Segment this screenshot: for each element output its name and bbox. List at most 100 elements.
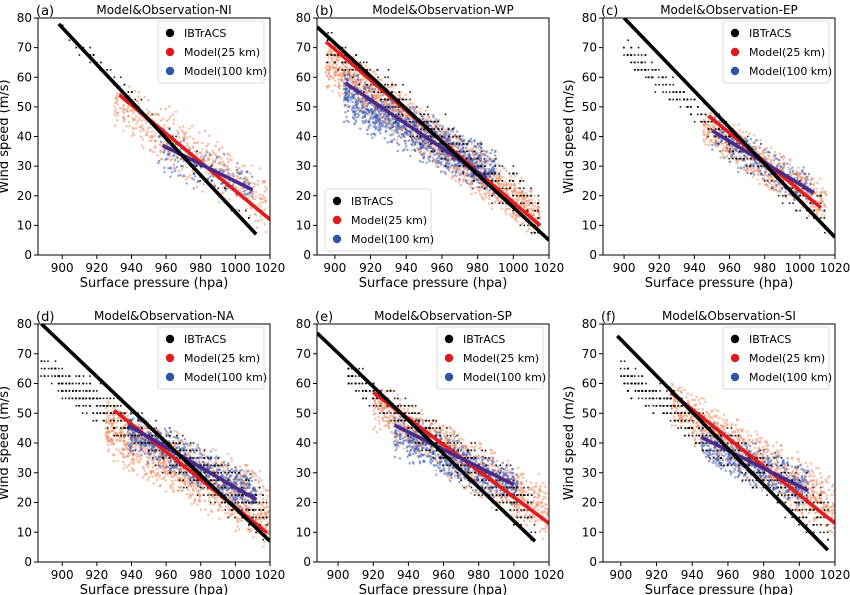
point xyxy=(490,180,493,182)
point xyxy=(416,106,418,108)
point xyxy=(341,69,344,71)
point xyxy=(379,119,382,122)
point xyxy=(704,113,707,116)
point xyxy=(441,125,444,128)
point xyxy=(516,193,519,196)
point xyxy=(374,96,377,100)
point xyxy=(498,202,500,204)
point xyxy=(437,128,439,130)
point xyxy=(241,164,244,167)
point xyxy=(161,126,164,129)
point xyxy=(231,172,234,175)
point xyxy=(437,165,440,168)
point xyxy=(455,167,458,170)
point xyxy=(795,209,798,212)
point xyxy=(440,161,443,164)
point xyxy=(704,123,707,126)
point xyxy=(456,162,459,166)
point xyxy=(251,190,255,193)
point xyxy=(184,133,187,136)
point xyxy=(478,152,481,155)
point xyxy=(483,172,486,175)
point xyxy=(326,85,329,88)
point xyxy=(779,183,782,186)
point xyxy=(122,120,125,123)
point xyxy=(390,123,393,126)
point xyxy=(132,111,135,115)
point xyxy=(491,160,494,164)
point xyxy=(530,213,533,216)
point xyxy=(716,141,719,144)
point xyxy=(741,159,744,162)
point xyxy=(242,187,245,190)
point xyxy=(427,141,430,144)
point xyxy=(116,99,119,102)
point xyxy=(404,142,407,145)
point xyxy=(371,83,374,86)
point xyxy=(364,114,367,117)
point xyxy=(180,164,183,168)
point xyxy=(493,194,496,197)
point xyxy=(454,133,457,136)
point xyxy=(761,150,764,153)
point xyxy=(220,163,223,166)
point xyxy=(140,119,143,122)
point xyxy=(113,113,116,116)
point xyxy=(408,102,412,105)
point xyxy=(140,98,143,101)
point xyxy=(122,129,125,132)
point xyxy=(205,151,208,154)
point xyxy=(225,166,228,169)
point xyxy=(119,92,122,95)
point xyxy=(358,98,361,101)
point xyxy=(408,117,411,120)
point xyxy=(325,74,328,77)
point xyxy=(448,161,451,164)
point xyxy=(179,158,182,161)
point xyxy=(366,99,369,102)
point xyxy=(116,119,119,122)
point xyxy=(451,130,454,133)
point xyxy=(343,103,346,106)
point xyxy=(132,109,136,112)
point xyxy=(803,172,806,175)
point xyxy=(259,167,262,170)
point xyxy=(484,173,487,176)
x-tick-label: 980 xyxy=(189,261,212,275)
point xyxy=(453,157,456,160)
point xyxy=(361,78,364,81)
point xyxy=(767,178,770,181)
point xyxy=(529,207,532,210)
point xyxy=(408,120,411,123)
point xyxy=(358,81,361,84)
point xyxy=(469,175,472,178)
point xyxy=(528,212,531,215)
point xyxy=(326,51,329,54)
point xyxy=(143,118,146,121)
point xyxy=(774,150,777,154)
point xyxy=(383,98,386,101)
point xyxy=(712,122,715,125)
point xyxy=(819,202,822,204)
point xyxy=(377,89,380,92)
point xyxy=(244,181,247,184)
point xyxy=(457,141,460,144)
point xyxy=(379,109,383,112)
point xyxy=(156,154,159,157)
point xyxy=(357,96,360,99)
point xyxy=(329,75,332,78)
point xyxy=(371,136,374,139)
point xyxy=(401,113,403,116)
point xyxy=(755,139,758,142)
point xyxy=(116,97,119,100)
point xyxy=(771,180,773,182)
point xyxy=(435,127,438,130)
point xyxy=(459,163,462,166)
point xyxy=(364,86,367,89)
point xyxy=(389,98,392,102)
point xyxy=(517,187,521,190)
point xyxy=(490,149,494,152)
point xyxy=(738,143,741,145)
point xyxy=(733,138,736,141)
point xyxy=(245,177,248,180)
